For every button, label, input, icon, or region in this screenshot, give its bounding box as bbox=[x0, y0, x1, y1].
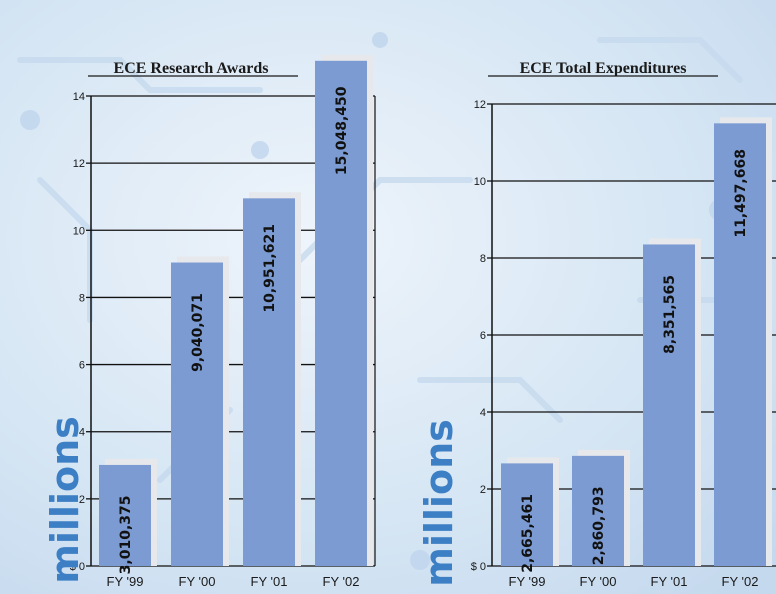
y-tick-label: 8 bbox=[480, 253, 486, 265]
y-tick-label: 10 bbox=[73, 225, 85, 237]
y-tick-label: 2 bbox=[480, 484, 486, 496]
y-axis-label: millions bbox=[43, 416, 87, 583]
y-tick-label: 4 bbox=[79, 427, 85, 439]
bar-value-label: 9,040,071 bbox=[190, 293, 206, 372]
bar bbox=[171, 262, 223, 566]
y-tick-label: 2 bbox=[79, 494, 85, 506]
y-tick-label: $ 0 bbox=[70, 561, 85, 573]
y-axis-label: millions bbox=[417, 419, 461, 586]
bar-value-label: 2,665,461 bbox=[520, 494, 536, 573]
bar-value-label: 15,048,450 bbox=[334, 86, 350, 175]
y-tick-label: 4 bbox=[480, 407, 486, 419]
chart-title: ECE Total Expenditures bbox=[520, 60, 687, 77]
bar bbox=[714, 123, 766, 566]
y-tick-label: 12 bbox=[474, 99, 486, 111]
bar bbox=[643, 244, 695, 566]
bar-value-label: 10,951,621 bbox=[262, 224, 278, 313]
bar bbox=[243, 198, 295, 566]
y-tick-label: 10 bbox=[474, 176, 486, 188]
y-tick-label: 6 bbox=[79, 360, 85, 372]
bar-value-label: 3,010,375 bbox=[118, 496, 134, 575]
y-tick-label: $ 0 bbox=[471, 561, 486, 573]
research-awards-chart: ECE Research Awards 3,010,375 9,040,071 10… bbox=[43, 54, 376, 589]
bar bbox=[99, 464, 151, 566]
y-tick-label: 14 bbox=[73, 91, 85, 103]
y-tick-label: 8 bbox=[79, 292, 85, 304]
total-expenditures-chart: ECE Total Expenditures 2,665,461 2,860,79… bbox=[417, 60, 776, 589]
bar bbox=[572, 455, 624, 566]
x-category-label: FY '99 bbox=[509, 574, 546, 589]
x-category-label: FY '01 bbox=[651, 574, 688, 589]
bar-value-label: 2,860,793 bbox=[591, 486, 607, 565]
chart-title: ECE Research Awards bbox=[114, 60, 269, 77]
bar-value-label: 11,497,668 bbox=[733, 149, 749, 238]
bar bbox=[315, 60, 367, 567]
y-tick-label: 6 bbox=[480, 330, 486, 342]
x-category-label: FY '00 bbox=[580, 574, 617, 589]
x-category-label: FY '99 bbox=[107, 574, 144, 589]
x-category-label: FY '02 bbox=[722, 574, 759, 589]
x-category-label: FY '01 bbox=[251, 574, 288, 589]
bar bbox=[501, 463, 553, 566]
x-category-label: FY '02 bbox=[323, 574, 360, 589]
y-tick-label: 12 bbox=[73, 158, 85, 170]
bar-value-label: 8,351,565 bbox=[662, 275, 678, 354]
x-category-label: FY '00 bbox=[179, 574, 216, 589]
